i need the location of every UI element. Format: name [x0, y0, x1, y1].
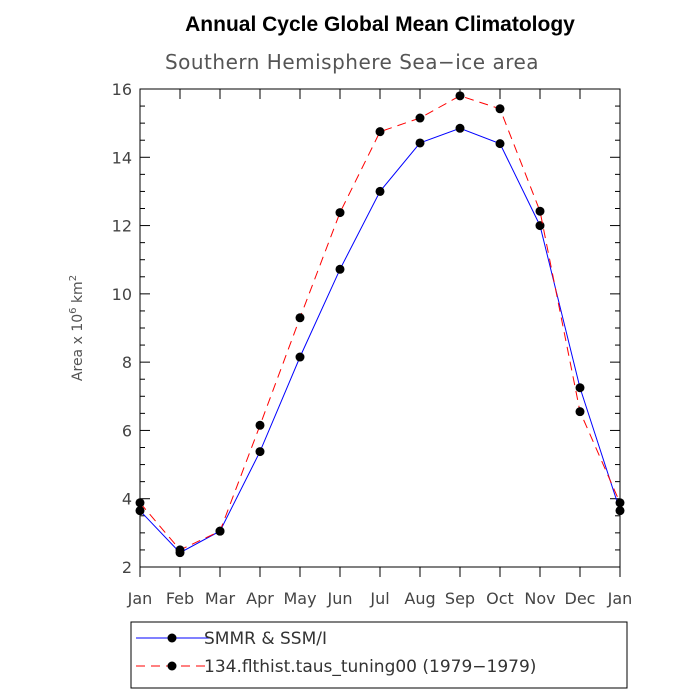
x-tick-label: Jan — [607, 589, 633, 608]
series-1-point — [335, 264, 345, 274]
series-1-point — [295, 352, 305, 362]
y-axis-label-unit: km — [70, 281, 86, 307]
series-1-point — [415, 138, 425, 148]
y-tick-label: 10 — [112, 285, 132, 304]
chart-subtitle: Southern Hemisphere Sea−ice area — [165, 50, 539, 74]
y-tick-label: 14 — [112, 148, 132, 167]
series-1-point — [495, 139, 505, 149]
x-tick-label: May — [283, 589, 316, 608]
y-tick-label: 6 — [122, 421, 132, 440]
y-tick-label: 16 — [112, 80, 132, 99]
series-2-point — [335, 208, 345, 218]
y-axis-label: Area x 106 km2 — [68, 275, 86, 381]
x-tick-label: Feb — [166, 589, 194, 608]
x-tick-label: Jul — [369, 589, 389, 608]
y-tick-label: 12 — [112, 217, 132, 236]
series-line-2 — [139, 95, 621, 551]
series-2-point — [495, 104, 505, 114]
series-2-point — [535, 206, 545, 216]
legend: SMMR & SSM/I 134.flthist.taus_tuning00 (1… — [130, 621, 628, 689]
series-2-point — [575, 407, 585, 417]
x-tick-label: Nov — [524, 589, 555, 608]
y-axis-label-prefix: Area x 10 — [70, 314, 86, 381]
series-2-point — [455, 91, 465, 101]
legend-marker-1 — [167, 633, 177, 643]
x-tick-label: Apr — [246, 589, 274, 608]
x-tick-label: Mar — [205, 589, 236, 608]
chart-title: Annual Cycle Global Mean Climatology — [185, 13, 575, 36]
svg-text:Area x 106 km2: Area x 106 km2 — [68, 275, 86, 381]
y-axis-label-unit-exponent: 2 — [68, 275, 79, 281]
legend-marker-2 — [167, 661, 177, 671]
series-1-point — [535, 221, 545, 231]
y-tick-label: 2 — [122, 558, 132, 577]
legend-label-2: 134.flthist.taus_tuning00 (1979−1979) — [204, 657, 536, 677]
x-tick-label: Jun — [327, 589, 353, 608]
y-tick-label: 8 — [122, 353, 132, 372]
series-2-point — [415, 113, 425, 123]
series-1-point — [375, 186, 385, 196]
series-2-point — [175, 545, 185, 555]
series-1-point — [455, 123, 465, 133]
legend-box — [130, 621, 628, 689]
series-2-point — [215, 526, 225, 536]
series-1-point — [575, 383, 585, 393]
series-1-point — [615, 506, 625, 516]
series-2-point — [295, 313, 305, 323]
x-tick-label: Jan — [127, 589, 153, 608]
series-1-point — [255, 447, 265, 457]
axis-ticks: 2 4 6 8 10 12 14 16 Jan Feb Mar Apr May Jun Jul Aug Sep O… — [112, 80, 633, 608]
x-tick-label: Aug — [404, 589, 435, 608]
series-2-point — [375, 127, 385, 137]
series-2-point — [135, 498, 145, 508]
series-2-point — [255, 420, 265, 430]
x-tick-label: Sep — [445, 589, 475, 608]
y-tick-label: 4 — [122, 490, 132, 509]
x-tick-label: Dec — [565, 589, 596, 608]
y-axis-label-exponent: 6 — [68, 307, 79, 313]
series-2-point — [615, 498, 625, 508]
x-tick-label: Oct — [486, 589, 514, 608]
series-1-point — [135, 506, 145, 516]
series-layer — [135, 91, 625, 558]
plot-frame — [139, 88, 621, 568]
legend-label-1: SMMR & SSM/I — [204, 629, 327, 649]
